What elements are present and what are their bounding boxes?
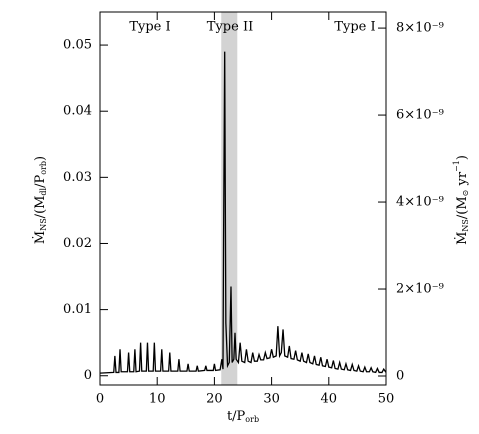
annotation: Type I xyxy=(129,20,170,35)
y-tick-label: 0.03 xyxy=(63,170,92,185)
y2-axis-label: ṀNS/(M⊙ yr−1) xyxy=(452,155,470,245)
y-tick-label: 0.05 xyxy=(63,38,92,53)
y-axis-label: ṀNS/(Mdl/Porb) xyxy=(31,156,49,244)
y2-tick-label: 6×10⁻⁹ xyxy=(396,108,444,123)
x-tick-label: 20 xyxy=(206,392,223,407)
x-axis-label: t/Porb xyxy=(227,409,259,425)
annotation: Type II xyxy=(207,20,253,35)
x-tick-label: 50 xyxy=(378,392,395,407)
data-line xyxy=(99,51,387,374)
y-tick-label: 0.01 xyxy=(63,302,92,317)
x-tick-label: 10 xyxy=(149,392,166,407)
y2-tick-label: 8×10⁻⁹ xyxy=(396,21,444,36)
y-tick-label: 0.02 xyxy=(63,236,92,251)
x-tick-label: 0 xyxy=(96,392,104,407)
x-tick-label: 40 xyxy=(321,392,338,407)
y-tick-label: 0.04 xyxy=(63,104,92,119)
plot-frame xyxy=(99,11,387,386)
y-tick-label: 0 xyxy=(84,368,92,383)
x-tick-label: 30 xyxy=(263,392,280,407)
y2-tick-label: 4×10⁻⁹ xyxy=(396,195,444,210)
plot-area: Type I Type II Type I0 10 20 30 40 5000.010.020… xyxy=(63,11,444,407)
y2-tick-label: 2×10⁻⁹ xyxy=(396,282,444,297)
y2-tick-label: 0 xyxy=(396,368,404,383)
annotation: Type I xyxy=(334,20,375,35)
